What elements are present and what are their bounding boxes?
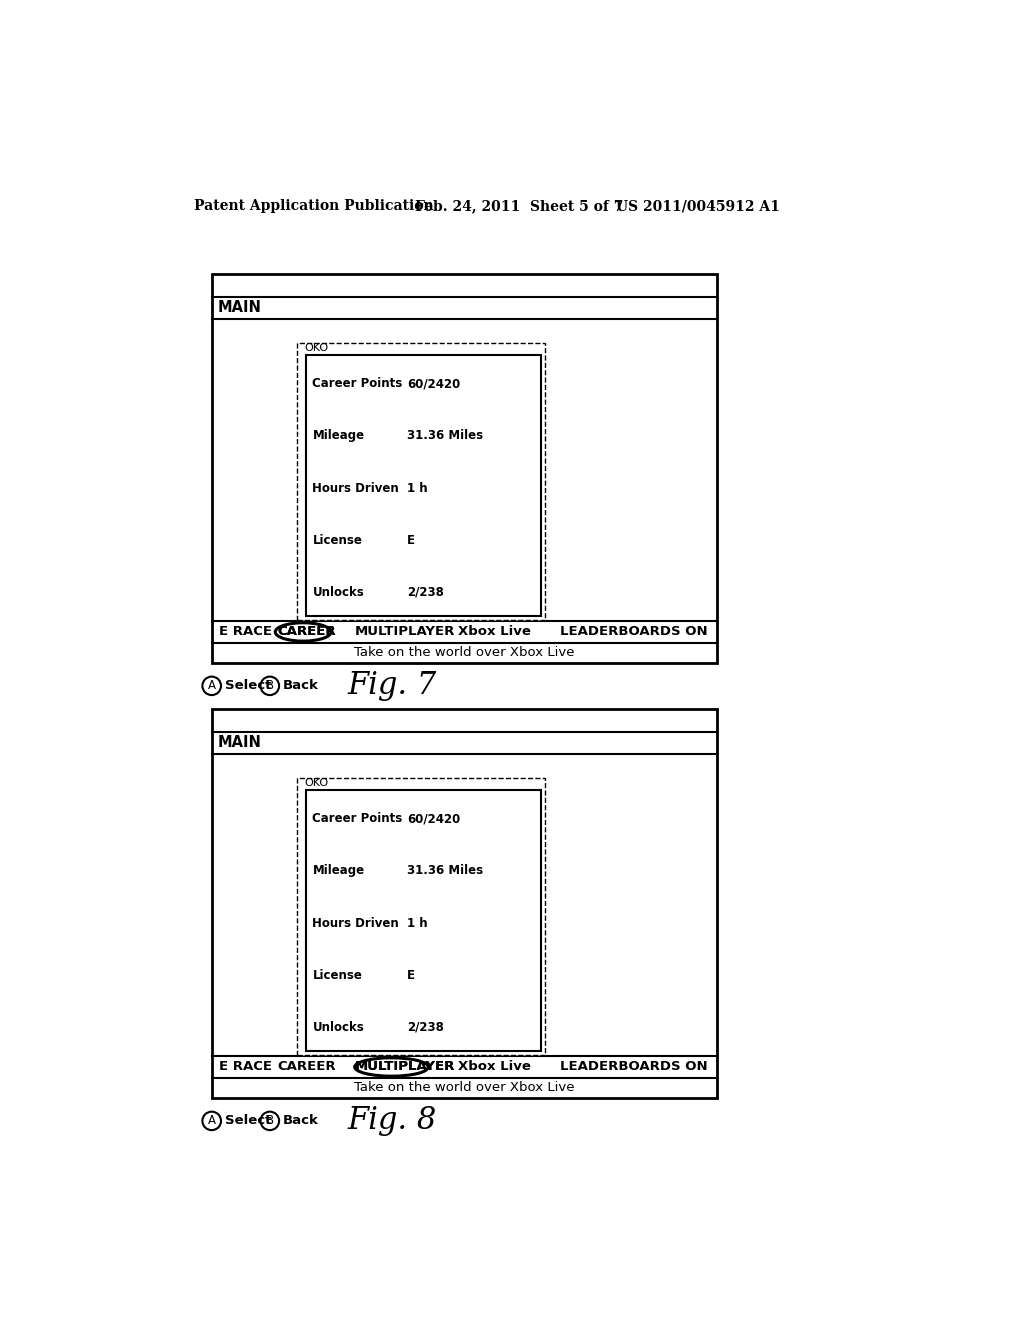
Text: Back: Back: [283, 1114, 318, 1127]
Bar: [306, 791, 541, 1051]
Text: MULTIPLAYER: MULTIPLAYER: [355, 626, 456, 639]
Text: LEADERBOARDS ON: LEADERBOARDS ON: [560, 626, 708, 639]
Text: A: A: [208, 1114, 216, 1127]
Text: Select: Select: [225, 1114, 271, 1127]
Bar: [297, 343, 545, 619]
Text: Patent Application Publication: Patent Application Publication: [194, 199, 433, 213]
Text: OKO: OKO: [305, 343, 329, 354]
Text: 1 h: 1 h: [407, 916, 428, 929]
Text: MULTIPLAYER: MULTIPLAYER: [355, 1060, 456, 1073]
Text: Hours Driven: Hours Driven: [312, 482, 399, 495]
Text: 60/2420: 60/2420: [407, 812, 460, 825]
Text: E: E: [407, 533, 415, 546]
Text: Xbox Live: Xbox Live: [458, 626, 531, 639]
Bar: [306, 355, 541, 615]
Text: MAIN: MAIN: [218, 735, 262, 750]
Text: Take on the world over Xbox Live: Take on the world over Xbox Live: [354, 647, 574, 659]
Text: MULTIPLAYER: MULTIPLAYER: [355, 1060, 456, 1073]
Text: CAREER: CAREER: [278, 626, 336, 639]
Text: CAREER: CAREER: [278, 626, 336, 639]
Text: B: B: [266, 1114, 273, 1127]
Text: Mileage: Mileage: [312, 429, 365, 442]
Text: CAREER: CAREER: [278, 1060, 336, 1073]
Text: 1 h: 1 h: [407, 482, 428, 495]
Bar: [212, 275, 717, 663]
Text: 2/238: 2/238: [407, 1020, 443, 1034]
Text: Xbox Live: Xbox Live: [458, 1060, 531, 1073]
Text: Fig. 8: Fig. 8: [347, 1105, 436, 1137]
Text: MAIN: MAIN: [218, 300, 262, 315]
Text: 31.36 Miles: 31.36 Miles: [407, 865, 483, 878]
Bar: [212, 709, 717, 1098]
Text: 60/2420: 60/2420: [407, 378, 460, 391]
Text: License: License: [312, 533, 362, 546]
Text: Back: Back: [283, 680, 318, 693]
Text: US 2011/0045912 A1: US 2011/0045912 A1: [616, 199, 780, 213]
Text: 31.36 Miles: 31.36 Miles: [407, 429, 483, 442]
Text: Unlocks: Unlocks: [312, 586, 365, 599]
Text: Career Points: Career Points: [312, 378, 402, 391]
Text: A: A: [208, 680, 216, 693]
Text: License: License: [312, 969, 362, 982]
Text: E RACE: E RACE: [219, 626, 272, 639]
Text: Fig. 7: Fig. 7: [347, 671, 436, 701]
Text: E: E: [407, 969, 415, 982]
Text: Take on the world over Xbox Live: Take on the world over Xbox Live: [354, 1081, 574, 1094]
Text: Career Points: Career Points: [312, 812, 402, 825]
Ellipse shape: [354, 1057, 428, 1076]
Text: E RACE: E RACE: [219, 1060, 272, 1073]
Text: Hours Driven: Hours Driven: [312, 916, 399, 929]
Ellipse shape: [275, 623, 331, 642]
Text: Select: Select: [225, 680, 271, 693]
Text: Mileage: Mileage: [312, 865, 365, 878]
Text: B: B: [266, 680, 273, 693]
Text: LEADERBOARDS ON: LEADERBOARDS ON: [560, 1060, 708, 1073]
Text: OKO: OKO: [305, 779, 329, 788]
Text: Unlocks: Unlocks: [312, 1020, 365, 1034]
Text: 2/238: 2/238: [407, 586, 443, 599]
Bar: [297, 777, 545, 1055]
Text: Feb. 24, 2011  Sheet 5 of 7: Feb. 24, 2011 Sheet 5 of 7: [415, 199, 624, 213]
